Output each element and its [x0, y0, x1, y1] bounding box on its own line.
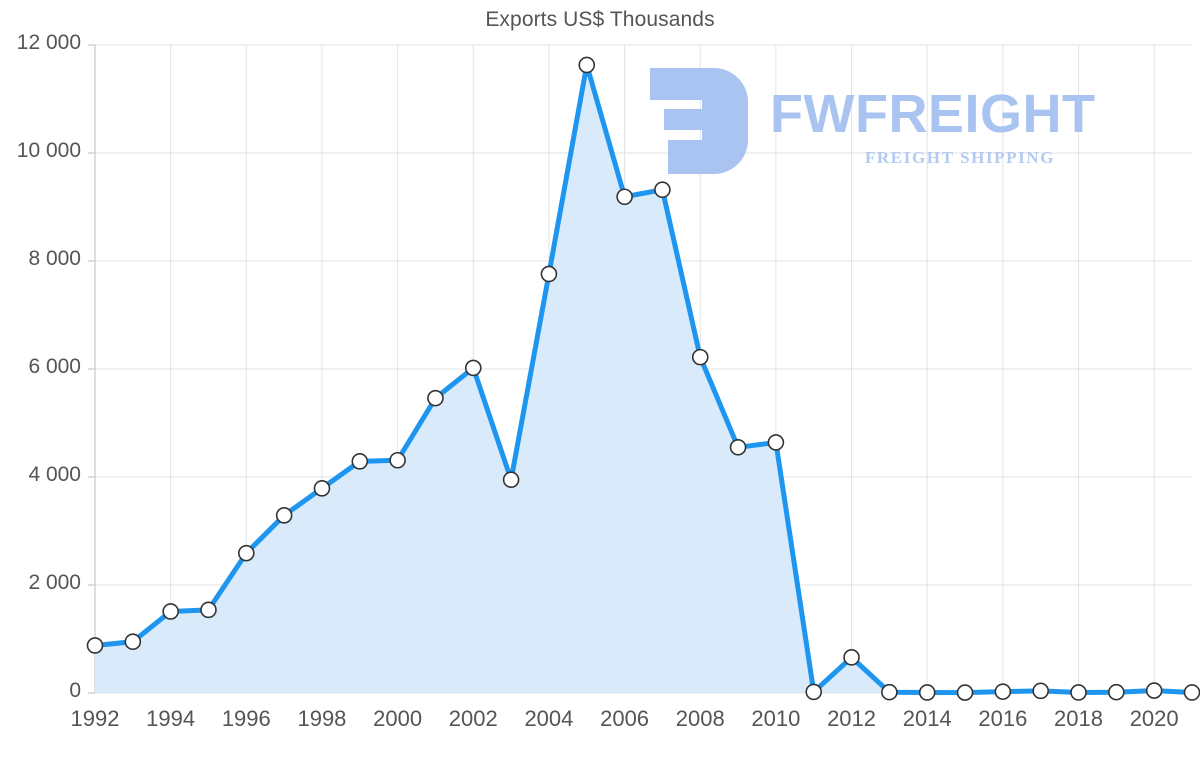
- data-point-marker[interactable]: [464, 359, 482, 377]
- data-point-marker[interactable]: [200, 601, 217, 619]
- x-axis-tick-label: 2002: [448, 706, 498, 731]
- data-point-marker[interactable]: [238, 544, 255, 562]
- x-axis-tick-label: 1996: [221, 706, 271, 731]
- x-axis-tick-label: 2010: [751, 706, 801, 731]
- x-axis-tick-label: 2000: [373, 706, 423, 731]
- data-point-marker[interactable]: [691, 348, 709, 366]
- x-axis-tick-label: 2014: [902, 706, 952, 731]
- data-point-marker[interactable]: [956, 684, 974, 701]
- data-point-marker[interactable]: [162, 603, 179, 620]
- data-point-marker[interactable]: [1108, 683, 1125, 701]
- data-point-marker[interactable]: [1070, 684, 1087, 701]
- area-fill: [95, 64, 1192, 694]
- data-point-marker[interactable]: [124, 633, 142, 651]
- data-point-marker[interactable]: [389, 451, 406, 469]
- x-axis-tick-label: 2004: [524, 706, 574, 731]
- data-point-marker[interactable]: [616, 188, 633, 206]
- y-axis-tick-label: 4 000: [28, 463, 81, 486]
- y-axis-tick-label: 12 000: [16, 31, 81, 54]
- x-axis-tick-label: 2006: [600, 706, 650, 731]
- y-axis-tick-label: 10 000: [16, 139, 81, 162]
- data-point-marker[interactable]: [843, 649, 860, 666]
- data-point-marker[interactable]: [881, 683, 898, 701]
- x-axis-tick-label: 1992: [70, 706, 120, 731]
- data-point-marker[interactable]: [654, 181, 671, 199]
- y-axis-tick-label: 2 000: [28, 571, 81, 594]
- x-axis-tick-label: 2016: [978, 706, 1028, 731]
- data-point-marker[interactable]: [502, 471, 520, 489]
- x-axis-tick-label: 2012: [827, 706, 877, 731]
- x-axis-tick-label: 1994: [146, 706, 196, 731]
- x-axis-tick-label: 2018: [1054, 706, 1103, 731]
- data-point-marker[interactable]: [1032, 682, 1049, 700]
- data-point-marker[interactable]: [578, 56, 596, 74]
- data-point-markers[interactable]: [86, 56, 1200, 701]
- y-axis-tick-label: 6 000: [28, 355, 81, 378]
- x-axis-tick-label: 2020: [1129, 706, 1179, 731]
- data-point-marker[interactable]: [313, 480, 331, 497]
- x-axis-tick-label: 2008: [675, 706, 725, 731]
- axis-lines: [88, 44, 96, 694]
- y-axis-tick-label: 0: [69, 679, 81, 702]
- data-point-marker[interactable]: [1145, 682, 1163, 699]
- data-point-marker[interactable]: [729, 438, 747, 456]
- data-point-marker[interactable]: [994, 683, 1012, 700]
- data-point-marker[interactable]: [86, 637, 104, 654]
- data-point-marker[interactable]: [805, 683, 823, 701]
- data-point-marker[interactable]: [351, 453, 369, 470]
- data-point-marker[interactable]: [427, 389, 444, 407]
- data-point-marker[interactable]: [918, 684, 936, 701]
- data-point-marker[interactable]: [275, 507, 293, 524]
- y-axis-tick-label: 8 000: [28, 247, 81, 270]
- data-point-marker[interactable]: [767, 434, 785, 451]
- data-point-marker[interactable]: [1183, 684, 1200, 701]
- x-axis-tick-label: 1998: [297, 706, 347, 731]
- chart-title: Exports US$ Thousands: [485, 8, 715, 31]
- data-point-marker[interactable]: [540, 265, 558, 283]
